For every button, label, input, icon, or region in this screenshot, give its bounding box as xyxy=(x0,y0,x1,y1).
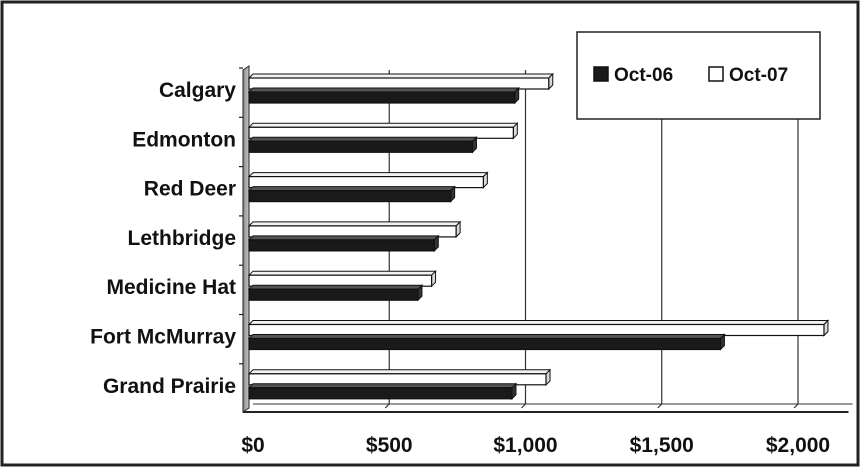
x-tick-label: $0 xyxy=(241,434,264,457)
legend-swatch-oct-06 xyxy=(593,66,609,82)
bar-lethbridge-oct-07 xyxy=(247,220,462,239)
bar-fort-mcmurray-oct-07-front xyxy=(248,323,825,337)
bar-edmonton-oct-07 xyxy=(247,122,519,140)
gridline-floor xyxy=(521,403,526,409)
bar-grand-prairie-oct-07-front xyxy=(248,373,547,386)
gridline-floor xyxy=(657,403,663,409)
bar-grand-prairie-oct-06 xyxy=(247,382,518,401)
y-tick-label-red-deer: Red Deer xyxy=(144,178,236,201)
bar-edmonton-oct-06-top xyxy=(247,136,478,142)
bar-lethbridge-oct-06-front xyxy=(248,239,435,252)
bar-fort-mcmurray-oct-06 xyxy=(247,333,726,351)
legend-label-oct-07: Oct-07 xyxy=(729,65,788,86)
y-tick-label-grand-prairie: Grand Prairie xyxy=(103,375,236,398)
bar-fort-mcmurray-oct-06-top xyxy=(247,334,726,339)
legend: Oct-06 Oct-07 xyxy=(576,31,821,120)
bar-lethbridge-oct-06-top xyxy=(247,235,440,241)
y-tick-label-lethbridge: Lethbridge xyxy=(128,227,237,250)
bar-red-deer-oct-06-top xyxy=(247,186,456,192)
x-tick-label: $500 xyxy=(366,434,413,457)
y-tick-label-fort-mcmurray: Fort McMurray xyxy=(90,326,236,349)
x-tick-label: $1,000 xyxy=(493,434,557,457)
bar-fort-mcmurray-oct-07 xyxy=(247,319,830,337)
bar-lethbridge-oct-07-front xyxy=(248,225,457,238)
bar-red-deer-oct-07-top xyxy=(247,172,489,178)
bar-calgary-oct-07 xyxy=(247,72,554,91)
bar-calgary-oct-06 xyxy=(247,86,520,105)
bar-lethbridge-oct-06 xyxy=(247,234,440,253)
bar-grand-prairie-oct-07-top xyxy=(247,369,552,375)
gridline-floor xyxy=(384,403,390,409)
bar-medicine-hat-oct-06 xyxy=(247,283,424,302)
bar-medicine-hat-oct-06-top xyxy=(247,284,424,290)
gridline-floor xyxy=(793,403,799,409)
y-tick-label-edmonton: Edmonton xyxy=(132,128,236,151)
x-tick-label: $1,500 xyxy=(630,434,694,457)
bar-calgary-oct-06-front xyxy=(248,91,516,104)
bar-red-deer-oct-06 xyxy=(247,185,456,203)
y-tick-label-medicine-hat: Medicine Hat xyxy=(106,276,236,299)
bar-grand-prairie-oct-07 xyxy=(247,368,552,387)
y-tick-labels: Calgary Edmonton Red Deer Lethbridge Medicin… xyxy=(90,79,236,398)
x-tick-label: $2,000 xyxy=(766,434,830,457)
bar-red-deer-oct-07 xyxy=(247,171,489,189)
left-wall xyxy=(242,65,250,413)
bar-medicine-hat-oct-07-front xyxy=(248,274,433,287)
bars xyxy=(247,72,830,401)
bar-fort-mcmurray-oct-07-top xyxy=(247,320,830,325)
x-tick-labels: $0 $500 $1,000 $1,500 $2,000 xyxy=(241,434,830,457)
bar-calgary-oct-07-front xyxy=(248,77,550,90)
bar-medicine-hat-oct-07 xyxy=(247,269,437,288)
bar-edmonton-oct-06-front xyxy=(248,140,474,153)
y-tick-label-calgary: Calgary xyxy=(159,79,236,102)
bar-lethbridge-oct-07-top xyxy=(247,221,462,227)
legend-label-oct-06: Oct-06 xyxy=(614,65,673,86)
legend-swatch-oct-07 xyxy=(708,66,724,82)
bar-red-deer-oct-07-front xyxy=(248,176,484,189)
bar-medicine-hat-oct-06-front xyxy=(248,288,419,301)
bar-edmonton-oct-07-front xyxy=(248,126,514,139)
bar-red-deer-oct-06-front xyxy=(248,190,452,203)
bar-grand-prairie-oct-06-top xyxy=(247,383,518,389)
bar-medicine-hat-oct-07-top xyxy=(247,270,437,276)
axis-wall xyxy=(239,65,849,413)
bar-grand-prairie-oct-06-front xyxy=(248,387,513,400)
bar-fort-mcmurray-oct-06-front xyxy=(248,337,722,351)
bar-edmonton-oct-06 xyxy=(247,136,478,154)
legend-box xyxy=(576,31,821,120)
